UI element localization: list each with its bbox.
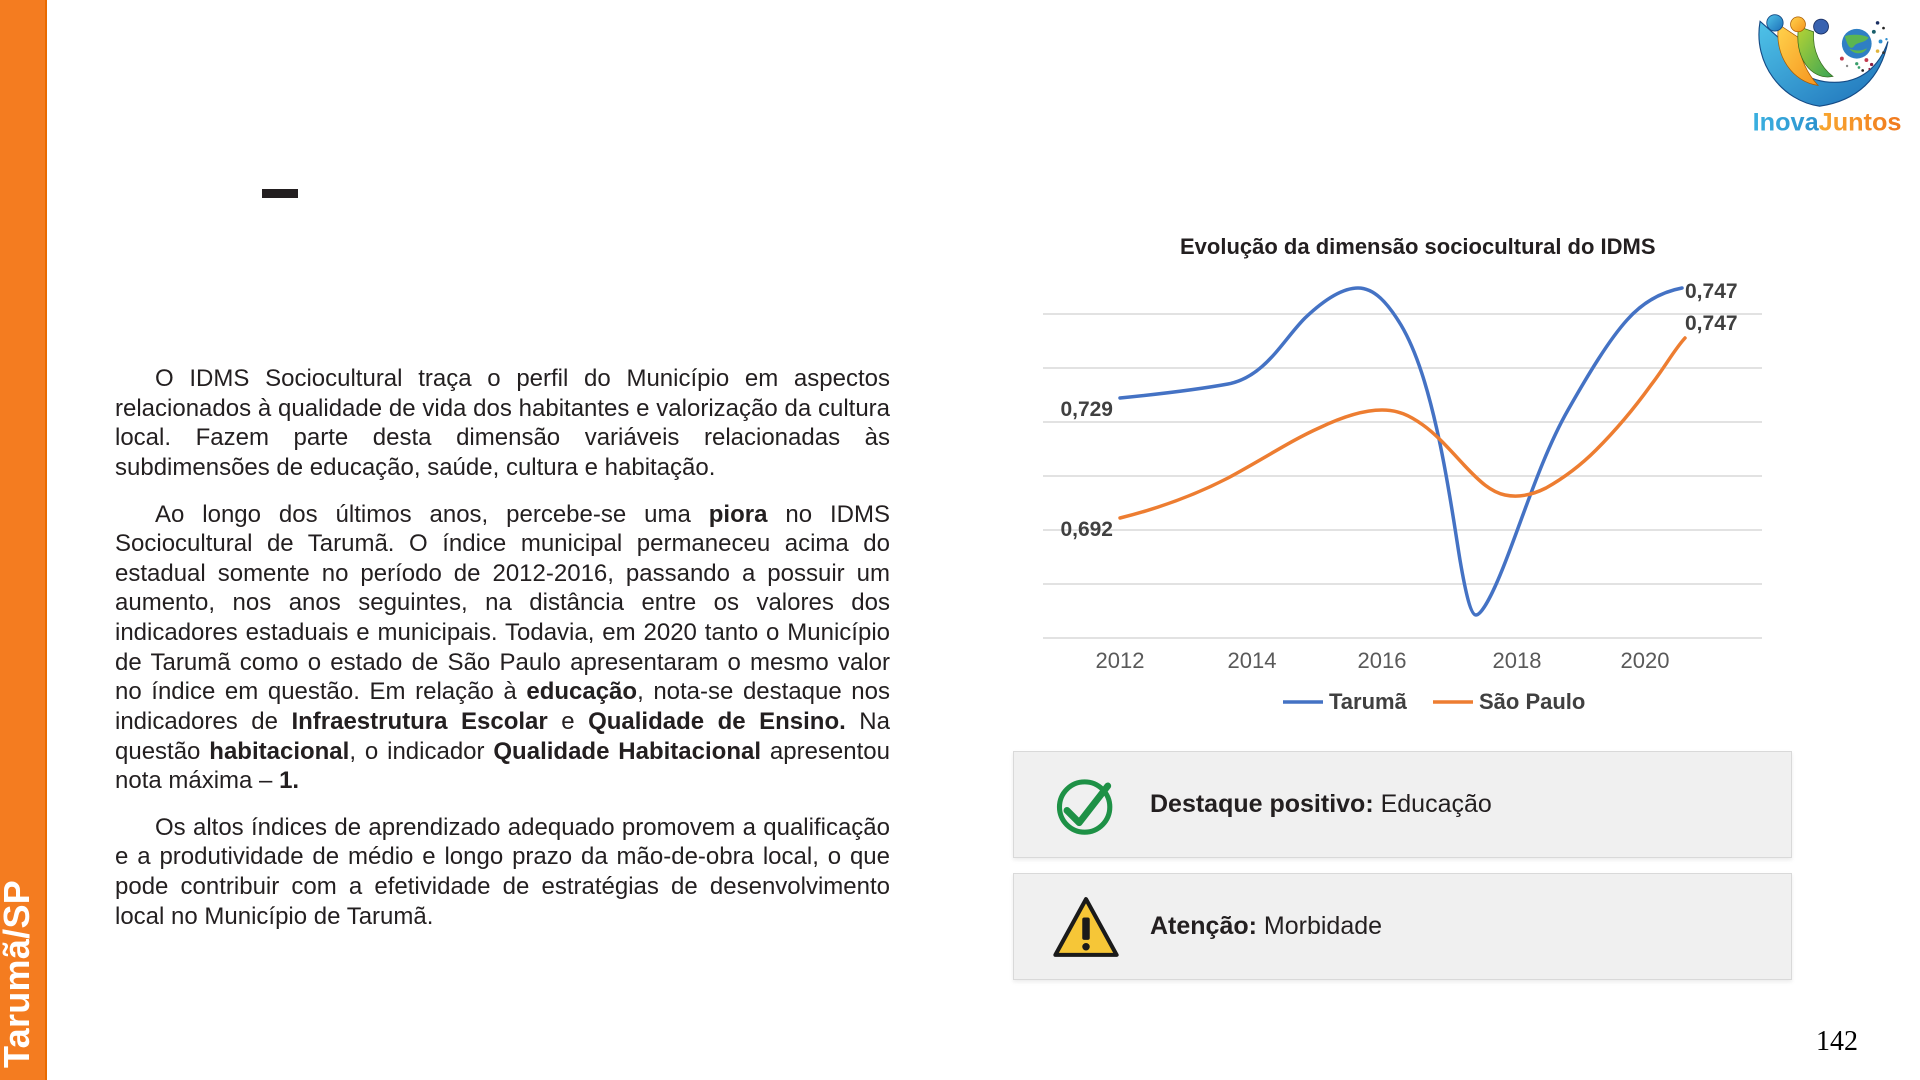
svg-text:2020: 2020 [1621, 648, 1670, 673]
svg-text:2014: 2014 [1228, 648, 1277, 673]
svg-text:0,747: 0,747 [1685, 312, 1738, 335]
svg-text:2012: 2012 [1096, 648, 1145, 673]
svg-text:2016: 2016 [1358, 648, 1407, 673]
svg-text:2018: 2018 [1493, 648, 1542, 673]
svg-text:0,729: 0,729 [1060, 398, 1113, 421]
svg-text:0,692: 0,692 [1060, 518, 1113, 541]
svg-text:InovaJuntos: InovaJuntos [1753, 109, 1902, 137]
svg-text:0,747: 0,747 [1685, 280, 1738, 303]
svg-text:Tarumã: Tarumã [1329, 689, 1408, 714]
svg-text:São Paulo: São Paulo [1479, 689, 1585, 714]
